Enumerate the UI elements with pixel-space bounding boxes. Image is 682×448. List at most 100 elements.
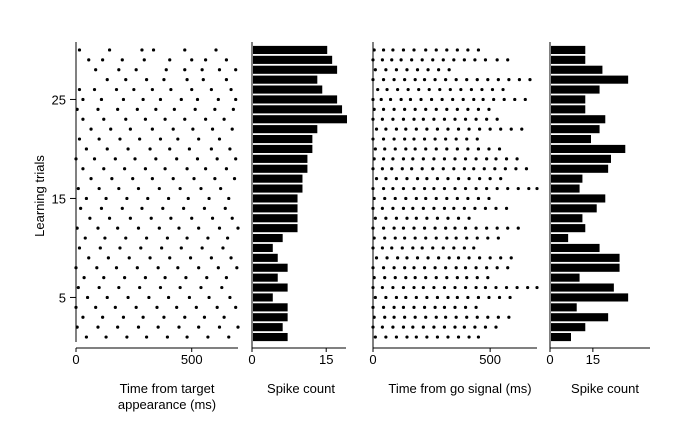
spike-dot <box>127 256 131 260</box>
xlabel-bars-target: Spike count <box>267 381 335 396</box>
spike-dot <box>392 78 396 82</box>
spike-dot <box>394 216 399 220</box>
spike-dot <box>391 325 395 329</box>
spike-dot <box>426 256 430 260</box>
spike-dot <box>121 315 126 319</box>
spike-dot <box>143 167 148 171</box>
spike-count-bar <box>551 164 609 173</box>
spike-dot <box>421 117 425 121</box>
spike-dot <box>372 276 376 280</box>
spike-dot <box>506 58 510 62</box>
spike-dot <box>381 107 386 111</box>
spike-dot <box>487 295 491 300</box>
spike-dot <box>195 157 200 161</box>
spike-dot <box>222 117 226 121</box>
spike-dot <box>483 285 488 290</box>
spike-dot <box>215 157 219 161</box>
spike-dot <box>227 335 231 339</box>
spike-dot <box>434 276 438 280</box>
spike-dot <box>84 147 89 151</box>
spike-dot <box>441 58 445 62</box>
spike-dot <box>501 87 505 92</box>
spike-dot <box>419 97 423 102</box>
spike-dot <box>456 127 461 131</box>
spike-dot <box>463 285 468 290</box>
spike-dot <box>447 256 451 260</box>
spike-dot <box>393 196 397 201</box>
spike-dot <box>373 335 377 339</box>
spike-dot <box>371 206 375 210</box>
spike-dot <box>422 78 427 82</box>
spike-dot <box>228 295 232 300</box>
spike-dot <box>446 295 450 300</box>
spike-dot <box>381 48 386 52</box>
spike-dot <box>466 48 470 52</box>
spike-dot <box>87 256 91 260</box>
spike-dot <box>432 157 436 161</box>
spike-dot <box>163 117 167 121</box>
spike-dot <box>441 246 445 250</box>
spike-dot <box>96 325 100 329</box>
spike-dot <box>79 206 83 210</box>
spike-count-bar <box>253 313 288 322</box>
spike-dot <box>381 226 386 230</box>
spike-dot <box>371 226 375 230</box>
spike-dot <box>404 147 408 151</box>
spike-dot <box>392 226 396 230</box>
spike-dot <box>230 216 234 220</box>
spike-dot <box>202 315 207 319</box>
spike-dot <box>506 226 510 230</box>
spike-dot <box>82 276 86 280</box>
spike-dot <box>206 335 210 339</box>
spike-dot <box>453 325 457 329</box>
spike-dot <box>466 196 470 201</box>
spike-dot <box>411 325 415 329</box>
spike-dot <box>391 186 395 191</box>
spike-dot <box>476 147 481 151</box>
spike-dot <box>154 107 158 111</box>
spike-dot <box>455 196 459 201</box>
spike-dot <box>165 236 170 240</box>
spike-dot <box>192 177 196 181</box>
spike-dot <box>403 78 407 82</box>
spike-dot <box>424 315 428 319</box>
spike-dot <box>474 285 478 290</box>
spike-dot <box>217 226 222 230</box>
spike-dot <box>217 325 222 329</box>
spike-dot <box>155 305 159 309</box>
spike-dot <box>183 48 187 52</box>
spike-dot <box>178 186 182 191</box>
x-tick-label: 0 <box>546 352 553 367</box>
spike-dot <box>413 315 417 319</box>
spike-dot <box>495 117 499 121</box>
spike-dot <box>117 285 121 290</box>
spike-dot <box>496 236 500 240</box>
spike-count-bar <box>253 323 283 332</box>
spike-count-bar <box>551 154 611 163</box>
spike-dot <box>94 305 98 309</box>
spike-dot <box>183 315 187 319</box>
spike-dot <box>384 68 388 72</box>
spike-dot <box>169 87 173 92</box>
spike-count-bar <box>253 95 338 104</box>
spike-dot <box>131 177 135 181</box>
spike-dot <box>197 137 201 141</box>
spike-dot <box>403 236 407 240</box>
spike-dot <box>403 266 407 270</box>
spike-dot <box>487 147 491 151</box>
spike-dot <box>420 58 424 62</box>
spike-dot <box>380 325 384 329</box>
spike-dot <box>445 107 449 111</box>
spike-dot <box>140 48 144 52</box>
spike-dot <box>445 147 449 151</box>
spike-dot <box>433 137 437 141</box>
spike-dot <box>202 206 207 210</box>
spike-dot <box>422 226 427 230</box>
spike-dot <box>404 276 408 280</box>
spike-dot <box>97 137 101 141</box>
spike-dot <box>516 226 520 230</box>
spike-dot <box>523 97 527 102</box>
spike-dot <box>432 325 436 329</box>
spike-dot <box>125 335 129 339</box>
spike-dot <box>393 147 397 151</box>
